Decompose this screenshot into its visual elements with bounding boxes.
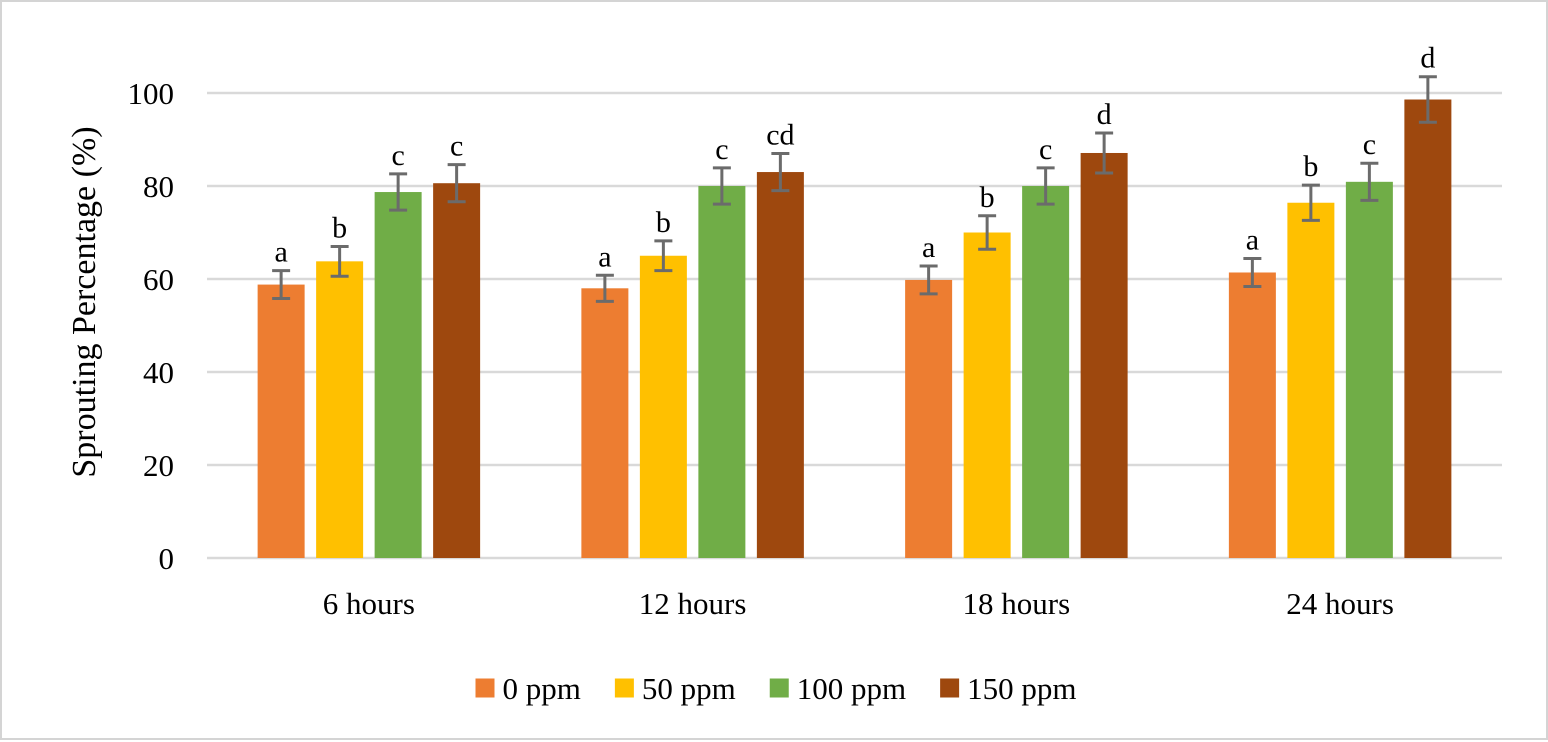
bar bbox=[698, 186, 746, 558]
significance-letter: d bbox=[1097, 98, 1112, 131]
legend-swatch bbox=[475, 678, 495, 698]
bar bbox=[1080, 152, 1128, 559]
x-tick-label: 18 hours bbox=[963, 586, 1071, 621]
bar bbox=[639, 255, 687, 558]
y-tick-label: 20 bbox=[143, 448, 174, 483]
legend-swatch bbox=[940, 678, 960, 698]
significance-letter: a bbox=[1246, 224, 1259, 257]
x-tick-label: 6 hours bbox=[323, 586, 415, 621]
significance-letter: d bbox=[1420, 42, 1435, 75]
significance-letter: c bbox=[1039, 133, 1052, 166]
legend-label: 100 ppm bbox=[797, 671, 906, 706]
significance-letter: cd bbox=[766, 118, 794, 151]
bar bbox=[1228, 272, 1276, 558]
bar bbox=[1404, 99, 1452, 558]
bars bbox=[257, 99, 1452, 559]
significance-letter: a bbox=[922, 231, 935, 264]
y-tick-label: 0 bbox=[159, 541, 175, 576]
error-bars bbox=[272, 75, 1437, 303]
bar bbox=[374, 192, 422, 559]
y-tick-label: 60 bbox=[143, 262, 174, 297]
x-axis-labels: 6 hours 12 hours 18 hours 24 hours bbox=[323, 586, 1394, 621]
bar bbox=[316, 261, 364, 558]
significance-letter: c bbox=[450, 130, 463, 163]
bar bbox=[756, 172, 804, 559]
legend-label: 0 ppm bbox=[503, 671, 581, 706]
significance-letter: a bbox=[274, 236, 287, 269]
y-tick-label: 80 bbox=[143, 169, 174, 204]
bar bbox=[963, 232, 1011, 558]
bar bbox=[1287, 202, 1335, 559]
bar bbox=[1345, 181, 1393, 558]
gridlines bbox=[207, 91, 1502, 560]
x-tick-label: 24 hours bbox=[1286, 586, 1394, 621]
legend-swatch bbox=[614, 678, 634, 698]
significance-letter: c bbox=[391, 139, 404, 172]
significance-letter: b bbox=[332, 211, 347, 244]
legend-swatch bbox=[769, 678, 789, 698]
y-tick-label: 40 bbox=[143, 355, 174, 390]
significance-letter: c bbox=[715, 133, 728, 166]
legend: 0 ppm 50 ppm 100 ppm 150 ppm bbox=[475, 671, 1077, 706]
bar bbox=[905, 279, 953, 558]
significance-letter: b bbox=[1303, 150, 1318, 183]
bar bbox=[433, 183, 481, 558]
legend-label: 150 ppm bbox=[967, 671, 1076, 706]
y-axis-ticks: 0 20 40 60 80 100 bbox=[128, 76, 175, 576]
x-tick-label: 12 hours bbox=[639, 586, 747, 621]
y-tick-label: 100 bbox=[128, 76, 175, 111]
significance-letter: c bbox=[1363, 128, 1376, 161]
y-axis-title: Sprouting Percentage (%) bbox=[66, 126, 103, 477]
bar bbox=[581, 288, 629, 558]
legend-label: 50 ppm bbox=[642, 671, 736, 706]
bar bbox=[1022, 186, 1070, 558]
significance-letter: b bbox=[980, 181, 995, 214]
significance-letter: b bbox=[656, 206, 671, 239]
bar bbox=[257, 284, 305, 558]
significance-letter: a bbox=[598, 240, 611, 273]
